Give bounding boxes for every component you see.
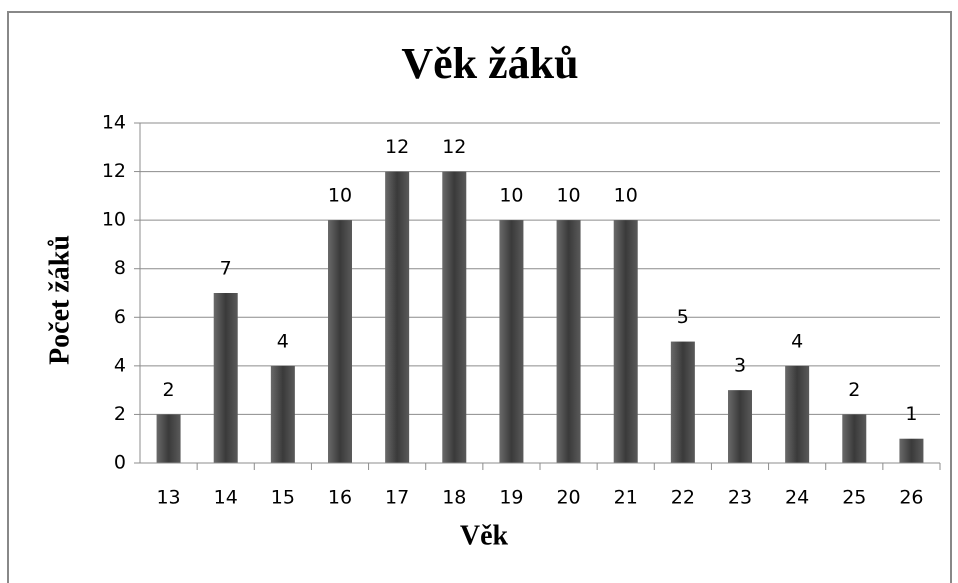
bar <box>499 220 524 463</box>
bar <box>899 438 924 463</box>
data-label: 10 <box>614 185 638 207</box>
y-tick-label: 6 <box>114 306 126 328</box>
data-label: 1 <box>905 403 917 425</box>
bar <box>328 220 352 463</box>
x-tick-label: 17 <box>385 487 409 509</box>
data-label: 10 <box>556 185 580 207</box>
x-tick-label: 19 <box>499 487 523 509</box>
y-tick-label: 4 <box>114 354 126 376</box>
data-label: 12 <box>442 136 466 158</box>
data-label: 3 <box>734 355 746 377</box>
data-label: 10 <box>328 185 352 207</box>
data-label: 2 <box>848 379 860 401</box>
bar <box>728 390 752 463</box>
bar <box>842 414 867 463</box>
x-tick-label: 15 <box>271 487 295 509</box>
x-tick-label: 18 <box>442 487 466 509</box>
bar <box>156 414 181 463</box>
y-tick-label: 10 <box>102 209 126 231</box>
bar <box>385 171 410 464</box>
data-label: 4 <box>277 330 289 352</box>
y-tick-label: 0 <box>114 452 126 474</box>
x-tick-label: 26 <box>899 487 923 509</box>
data-label: 2 <box>163 379 175 401</box>
y-axis-title: Počet žáků <box>44 235 75 365</box>
bar <box>213 293 238 463</box>
x-tick-label: 20 <box>556 487 580 509</box>
bar <box>613 220 638 463</box>
data-label: 12 <box>385 136 409 158</box>
y-tick-label: 8 <box>114 257 126 279</box>
x-tick-label: 21 <box>614 487 638 509</box>
x-tick-label: 13 <box>156 487 180 509</box>
x-tick-label: 24 <box>785 487 809 509</box>
bar <box>442 171 467 464</box>
chart-title: Věk žáků <box>401 39 578 88</box>
y-tick-label: 14 <box>102 112 126 134</box>
data-label: 7 <box>220 258 232 280</box>
bar <box>670 341 695 463</box>
y-tick-label: 12 <box>102 160 126 182</box>
bar <box>785 365 810 463</box>
x-tick-label: 25 <box>842 487 866 509</box>
data-label: 5 <box>677 306 689 328</box>
data-label: 10 <box>499 185 523 207</box>
x-axis-title: Věk <box>460 520 509 551</box>
x-tick-label: 14 <box>214 487 238 509</box>
y-tick-label: 2 <box>114 403 126 425</box>
x-tick-label: 23 <box>728 487 752 509</box>
bar <box>556 220 581 463</box>
data-label: 4 <box>791 330 803 352</box>
chart-frame <box>7 11 952 583</box>
x-tick-label: 22 <box>671 487 695 509</box>
bar <box>270 365 295 463</box>
x-tick-label: 16 <box>328 487 352 509</box>
